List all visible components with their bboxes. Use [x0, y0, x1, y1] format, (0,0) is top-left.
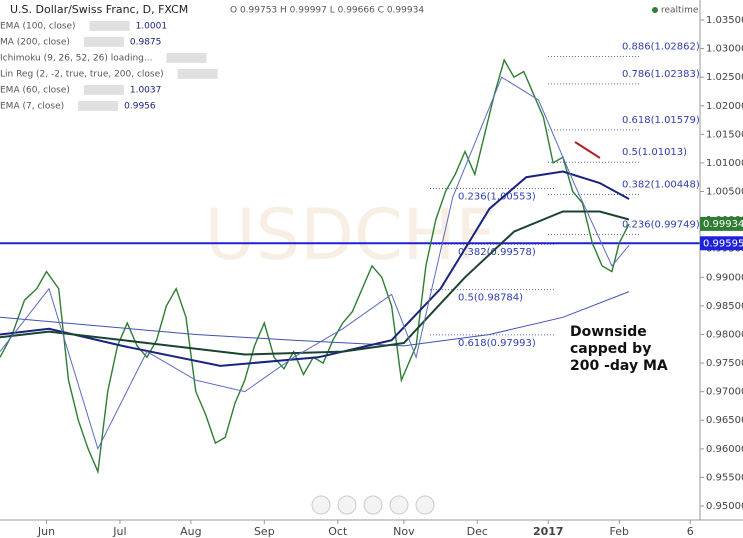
indicator-value: 0.9875	[130, 38, 162, 48]
indicator-line	[0, 291, 630, 347]
x-tick-label: Aug	[180, 525, 201, 538]
indicator-icons	[83, 85, 124, 95]
fib-label: 0.618(0.97993)	[458, 338, 536, 349]
indicator-value: 0.9956	[124, 102, 156, 112]
fib-label: 0.5(1.01013)	[622, 147, 687, 158]
indicator-name: EMA (7, close)	[0, 102, 64, 112]
indicator-icons	[89, 21, 130, 31]
x-tick-label: Jul	[112, 525, 126, 538]
price-axis	[700, 0, 743, 538]
indicator-icons	[83, 37, 124, 47]
support-price-box	[700, 236, 743, 251]
fib-label: 0.236(0.99749)	[622, 219, 700, 230]
indicator-line	[0, 76, 630, 451]
y-tick-label: 1.03000	[706, 44, 743, 55]
y-tick-label: 1.02000	[706, 101, 743, 112]
x-tick-label: Sep	[254, 525, 275, 538]
fib-label: 0.236(1.00553)	[458, 191, 536, 202]
annotation: 200 -day MA	[570, 358, 668, 374]
ohlc: O 0.99753 H 0.99997 L 0.99666 C 0.99934	[230, 6, 424, 16]
nav-buttons[interactable]	[311, 495, 435, 515]
x-tick-label: Jun	[37, 525, 55, 538]
nav-button[interactable]	[415, 495, 435, 515]
annotation: capped by	[570, 341, 651, 357]
indicator-name: EMA (60, close)	[0, 86, 70, 96]
watermark: USDCHF	[204, 194, 495, 276]
x-tick-label: Oct	[328, 525, 348, 538]
x-tick-label: Nov	[393, 525, 415, 538]
fib-label: 0.5(0.98784)	[458, 293, 523, 304]
y-tick-label: 1.02500	[706, 72, 743, 83]
indicator-icons	[78, 101, 119, 111]
indicator-line	[0, 170, 630, 367]
indicator-name: MA (200, close)	[0, 38, 70, 48]
price-line	[0, 58, 630, 475]
indicator-value: 1.0037	[130, 86, 162, 96]
trend-line	[574, 141, 601, 159]
y-tick-label: 1.03500	[706, 15, 743, 26]
indicator-value: 1.0001	[136, 22, 168, 32]
x-tick-label: 6	[687, 525, 694, 538]
indicator-name: EMA (100, close)	[0, 22, 76, 32]
y-tick-label: 1.01500	[706, 129, 743, 140]
fib-label: 0.382(0.99578)	[458, 247, 536, 258]
last-price-label: 0.99934	[703, 219, 743, 230]
y-tick-label: 0.95000	[706, 501, 743, 512]
annotation: Downside	[570, 324, 647, 340]
y-tick-label: 1.01000	[706, 158, 743, 169]
fib-label: 0.786(1.02383)	[622, 69, 700, 80]
indicator-icons	[177, 69, 218, 79]
fib-label: 0.886(1.02862)	[622, 41, 700, 52]
indicator-name: Ichimoku (9, 26, 52, 26) loading...	[0, 54, 152, 64]
realtime-dot	[652, 7, 658, 13]
x-tick-label: Feb	[609, 525, 628, 538]
x-tick-label: Dec	[467, 525, 488, 538]
x-tick-label: 2017	[533, 525, 564, 538]
fib-label: 0.382(1.00448)	[622, 180, 700, 191]
indicator-line	[0, 210, 630, 356]
nav-button[interactable]	[363, 495, 383, 515]
indicator-icons	[166, 53, 207, 63]
realtime: realtime	[661, 6, 699, 16]
indicator-name: Lin Reg (2, -2, true, true, 200, close)	[0, 70, 164, 80]
nav-button[interactable]	[337, 495, 357, 515]
fib-label: 0.618(1.01579)	[622, 115, 700, 126]
nav-button[interactable]	[389, 495, 409, 515]
nav-button[interactable]	[311, 495, 331, 515]
support-price-label: 0.99595	[703, 238, 743, 249]
last-price-box	[700, 216, 743, 231]
chart-title: U.S. Dollar/Swiss Franc, D, FXCM	[10, 3, 188, 16]
